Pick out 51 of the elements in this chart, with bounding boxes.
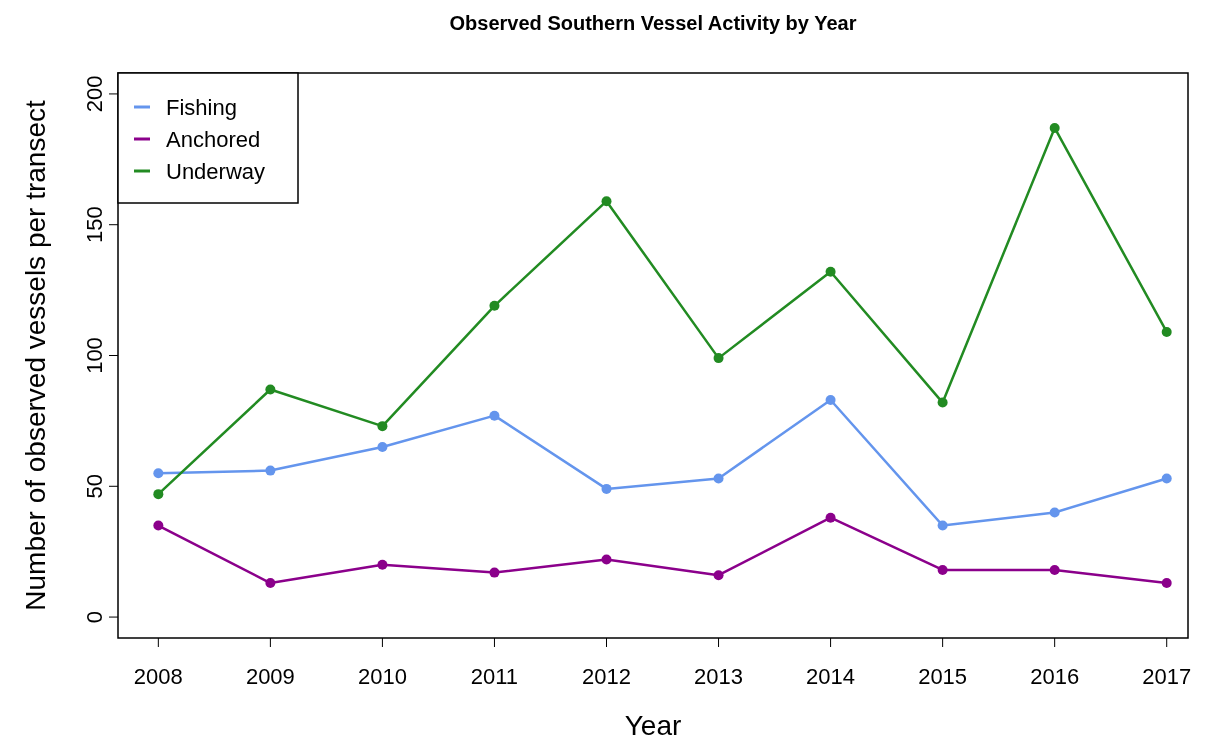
point <box>1161 578 1172 589</box>
legend-label: Anchored <box>166 127 261 152</box>
x-tick-label: 2012 <box>582 664 631 689</box>
point <box>937 397 948 408</box>
point <box>825 266 836 277</box>
x-tick-label: 2016 <box>1030 664 1080 689</box>
x-tick-label: 2014 <box>806 664 856 689</box>
x-tick-label: 2010 <box>357 664 407 689</box>
point <box>1049 507 1060 518</box>
x-tick-label: 2011 <box>470 664 519 689</box>
x-tick-label: 2008 <box>133 664 183 689</box>
point <box>153 468 164 479</box>
x-tick-label: 2015 <box>918 664 968 689</box>
point <box>601 483 612 494</box>
point <box>713 353 724 364</box>
x-tick-label: 2017 <box>1142 664 1192 689</box>
point <box>265 465 276 476</box>
y-tick-label: 100 <box>82 337 107 374</box>
point <box>265 384 276 395</box>
legend-label: Underway <box>166 159 266 184</box>
point <box>1161 326 1172 337</box>
point <box>265 578 276 589</box>
point <box>377 559 388 570</box>
point <box>377 421 388 432</box>
y-tick-label: 50 <box>82 474 107 499</box>
point <box>825 394 836 405</box>
legend-label: Fishing <box>166 95 237 120</box>
point <box>489 567 500 578</box>
point <box>937 564 948 575</box>
point <box>713 473 724 484</box>
point <box>601 554 612 565</box>
point <box>825 512 836 523</box>
x-axis-title: Year <box>624 710 682 741</box>
y-tick-label: 0 <box>82 610 107 624</box>
point <box>377 442 388 453</box>
point <box>153 520 164 531</box>
x-tick-label: 2009 <box>245 664 295 689</box>
point <box>153 489 164 500</box>
point <box>489 300 500 311</box>
x-tick-label: 2013 <box>694 664 744 689</box>
point <box>1049 564 1060 575</box>
point <box>937 520 948 531</box>
point <box>601 196 612 207</box>
y-tick-label: 150 <box>82 206 107 244</box>
point <box>1161 473 1172 484</box>
point <box>1049 122 1060 133</box>
y-tick-label: 200 <box>82 75 107 113</box>
y-axis-title: Number of observed vessels per transect <box>20 100 51 611</box>
point <box>489 410 500 421</box>
point <box>713 570 724 581</box>
chart-title: Observed Southern Vessel Activity by Year <box>449 12 857 34</box>
